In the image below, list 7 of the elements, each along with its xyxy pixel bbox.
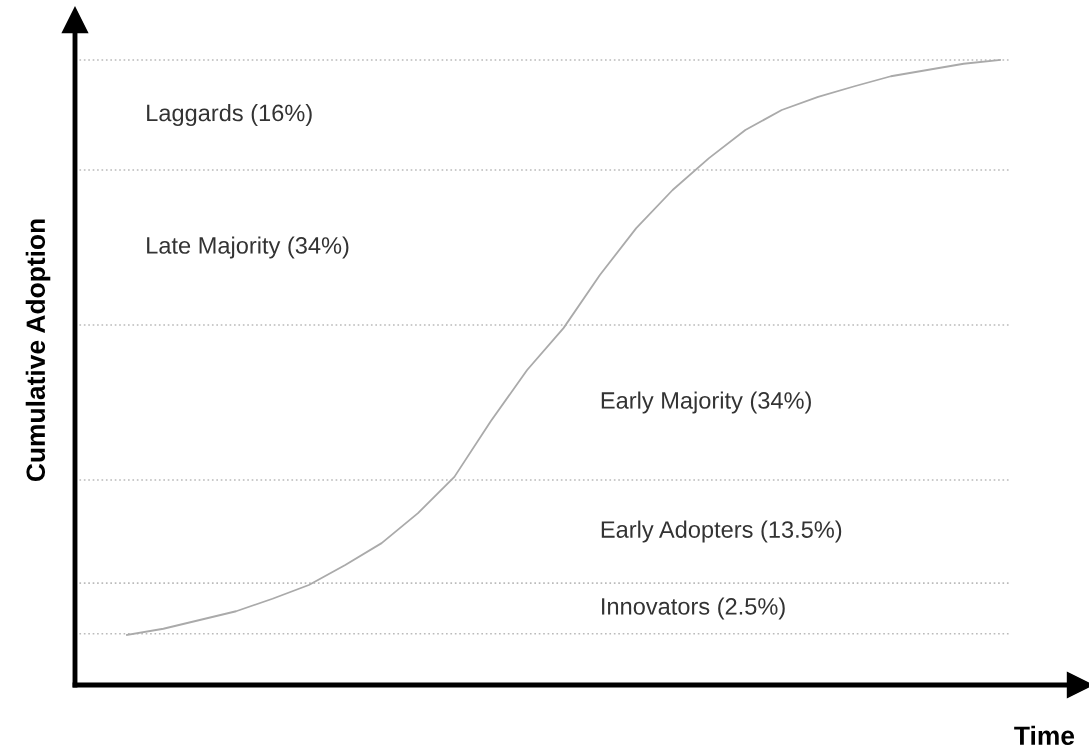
annotation: Early Adopters (13.5%) [601, 520, 842, 543]
x-axis-title: Time [1014, 725, 1075, 746]
y-axis-title: Cumulative Adoption [25, 219, 51, 482]
annotation: Early Majority (34%) [601, 391, 811, 414]
annotation: Late Majority (34%) [147, 236, 349, 259]
annotation: Innovators (2.5%) [602, 597, 785, 620]
annotation: Laggards (16%) [147, 104, 312, 127]
